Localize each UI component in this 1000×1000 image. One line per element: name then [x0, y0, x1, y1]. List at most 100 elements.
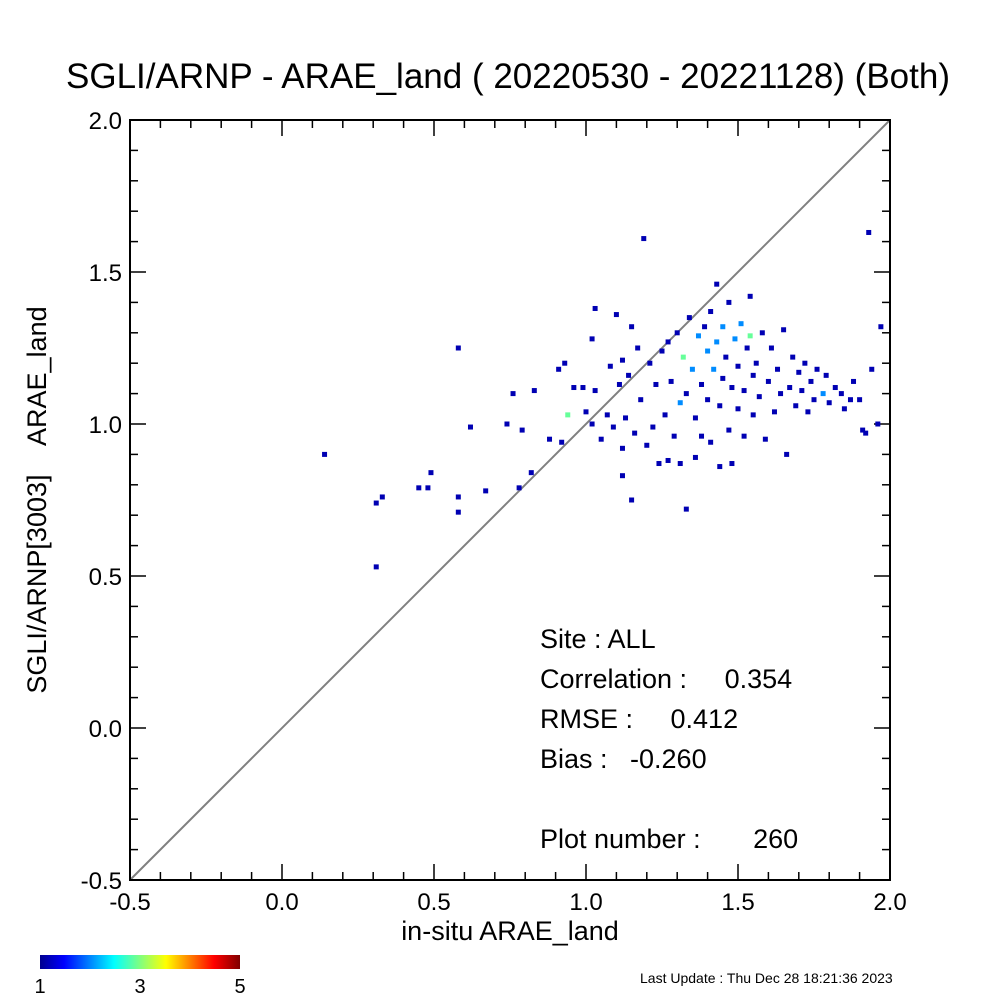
colorbar-label-min: 1 — [34, 976, 45, 998]
data-point — [726, 427, 732, 433]
data-point — [665, 457, 671, 463]
data-point — [626, 372, 632, 378]
data-point — [467, 424, 473, 430]
data-point — [674, 330, 680, 336]
data-point — [793, 403, 799, 409]
stat-bias: Bias : -0.260 — [540, 744, 707, 774]
data-point — [428, 470, 434, 476]
y-tick-label: 2.0 — [89, 108, 122, 135]
data-point — [616, 381, 622, 387]
y-tick-label: 0.5 — [89, 564, 122, 591]
last-update: Last Update : Thu Dec 28 18:21:36 2023 — [640, 970, 893, 986]
data-point — [796, 369, 802, 375]
data-point — [629, 324, 635, 330]
data-point — [820, 391, 826, 397]
data-point — [735, 406, 741, 412]
data-point — [811, 397, 817, 403]
data-point — [747, 293, 753, 299]
y-tick-label: 1.0 — [89, 412, 122, 439]
data-point — [711, 366, 717, 372]
data-point — [613, 312, 619, 318]
x-tick-label: -0.5 — [109, 889, 150, 916]
data-point — [665, 339, 671, 345]
data-point — [531, 388, 537, 394]
data-point — [790, 354, 796, 360]
data-point — [483, 488, 489, 494]
data-point — [753, 360, 759, 366]
data-point — [619, 357, 625, 363]
data-point — [823, 372, 829, 378]
data-point — [875, 421, 881, 427]
data-point — [662, 412, 668, 418]
data-point — [653, 381, 659, 387]
stat-plot-number: Plot number : 260 — [540, 824, 798, 854]
colorbar-label-mid: 3 — [134, 976, 145, 998]
data-point — [504, 421, 510, 427]
data-point — [455, 345, 461, 351]
data-point — [708, 309, 714, 315]
data-point — [775, 366, 781, 372]
data-point — [765, 378, 771, 384]
data-point — [373, 564, 379, 570]
data-point — [619, 445, 625, 451]
data-point — [547, 436, 553, 442]
data-point — [589, 336, 595, 342]
data-point — [650, 424, 656, 430]
data-point — [668, 378, 674, 384]
data-point — [866, 229, 872, 235]
data-point — [847, 397, 853, 403]
plot-frame — [129, 119, 891, 881]
data-point — [732, 336, 738, 342]
data-point — [750, 412, 756, 418]
data-point — [598, 436, 604, 442]
data-point — [781, 327, 787, 333]
data-point — [759, 330, 765, 336]
data-point — [556, 366, 562, 372]
data-point — [699, 381, 705, 387]
data-point — [756, 394, 762, 400]
data-point — [683, 506, 689, 512]
stat-rmse: RMSE : 0.412 — [540, 704, 738, 734]
data-point — [750, 372, 756, 378]
data-points — [322, 229, 884, 570]
data-point — [592, 388, 598, 394]
data-point — [607, 363, 613, 369]
data-point — [857, 397, 863, 403]
data-point — [373, 500, 379, 506]
data-point — [802, 360, 808, 366]
data-point — [771, 409, 777, 415]
data-point — [735, 363, 741, 369]
data-point — [723, 354, 729, 360]
y-tick-label: 1.5 — [89, 260, 122, 287]
x-tick-label: 1.5 — [721, 889, 754, 916]
data-point — [677, 461, 683, 467]
data-point — [559, 439, 565, 445]
data-point — [425, 485, 431, 491]
data-point — [619, 473, 625, 479]
data-point — [644, 442, 650, 448]
data-point — [838, 391, 844, 397]
y-axis-label: SGLI/ARNP[3003] ARAE_land — [22, 306, 52, 693]
data-point — [708, 439, 714, 445]
data-point — [814, 366, 820, 372]
data-point — [562, 360, 568, 366]
data-point — [744, 345, 750, 351]
data-point — [720, 324, 726, 330]
data-point — [784, 451, 790, 457]
data-point — [623, 415, 629, 421]
data-point — [695, 333, 701, 339]
data-point — [647, 360, 653, 366]
data-point — [738, 321, 744, 327]
data-point — [519, 427, 525, 433]
data-point — [860, 427, 866, 433]
data-point — [863, 430, 869, 436]
data-point — [455, 509, 461, 515]
data-point — [741, 388, 747, 394]
colorbar — [40, 955, 240, 969]
data-point — [714, 339, 720, 345]
data-point — [580, 385, 586, 391]
data-point — [729, 461, 735, 467]
data-point — [692, 454, 698, 460]
data-point — [565, 412, 571, 418]
